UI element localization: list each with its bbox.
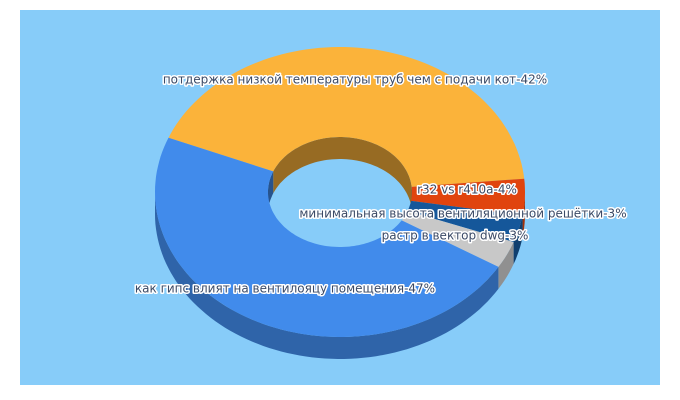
slice-label: r32 vs r410a-4%	[417, 183, 517, 197]
slice	[168, 47, 525, 187]
slice-side	[513, 215, 523, 264]
slices	[155, 47, 525, 337]
labels: потдержка низкой температуры труб чем с …	[133, 71, 628, 297]
slice	[401, 211, 514, 267]
slice	[411, 178, 525, 216]
slice-label: минимальная высота вентиляционной решётк…	[299, 207, 626, 221]
slice-label: растр в вектор dwg-3%	[382, 229, 529, 243]
slice-label: как гипс влият на вентилояцу помещения-4…	[135, 282, 435, 296]
slice-side	[498, 242, 514, 289]
slice	[407, 200, 523, 242]
slice-side	[273, 137, 412, 209]
slice	[155, 137, 499, 337]
slice-side	[155, 192, 499, 359]
slice-label: потдержка низкой температуры труб чем с …	[163, 73, 547, 87]
